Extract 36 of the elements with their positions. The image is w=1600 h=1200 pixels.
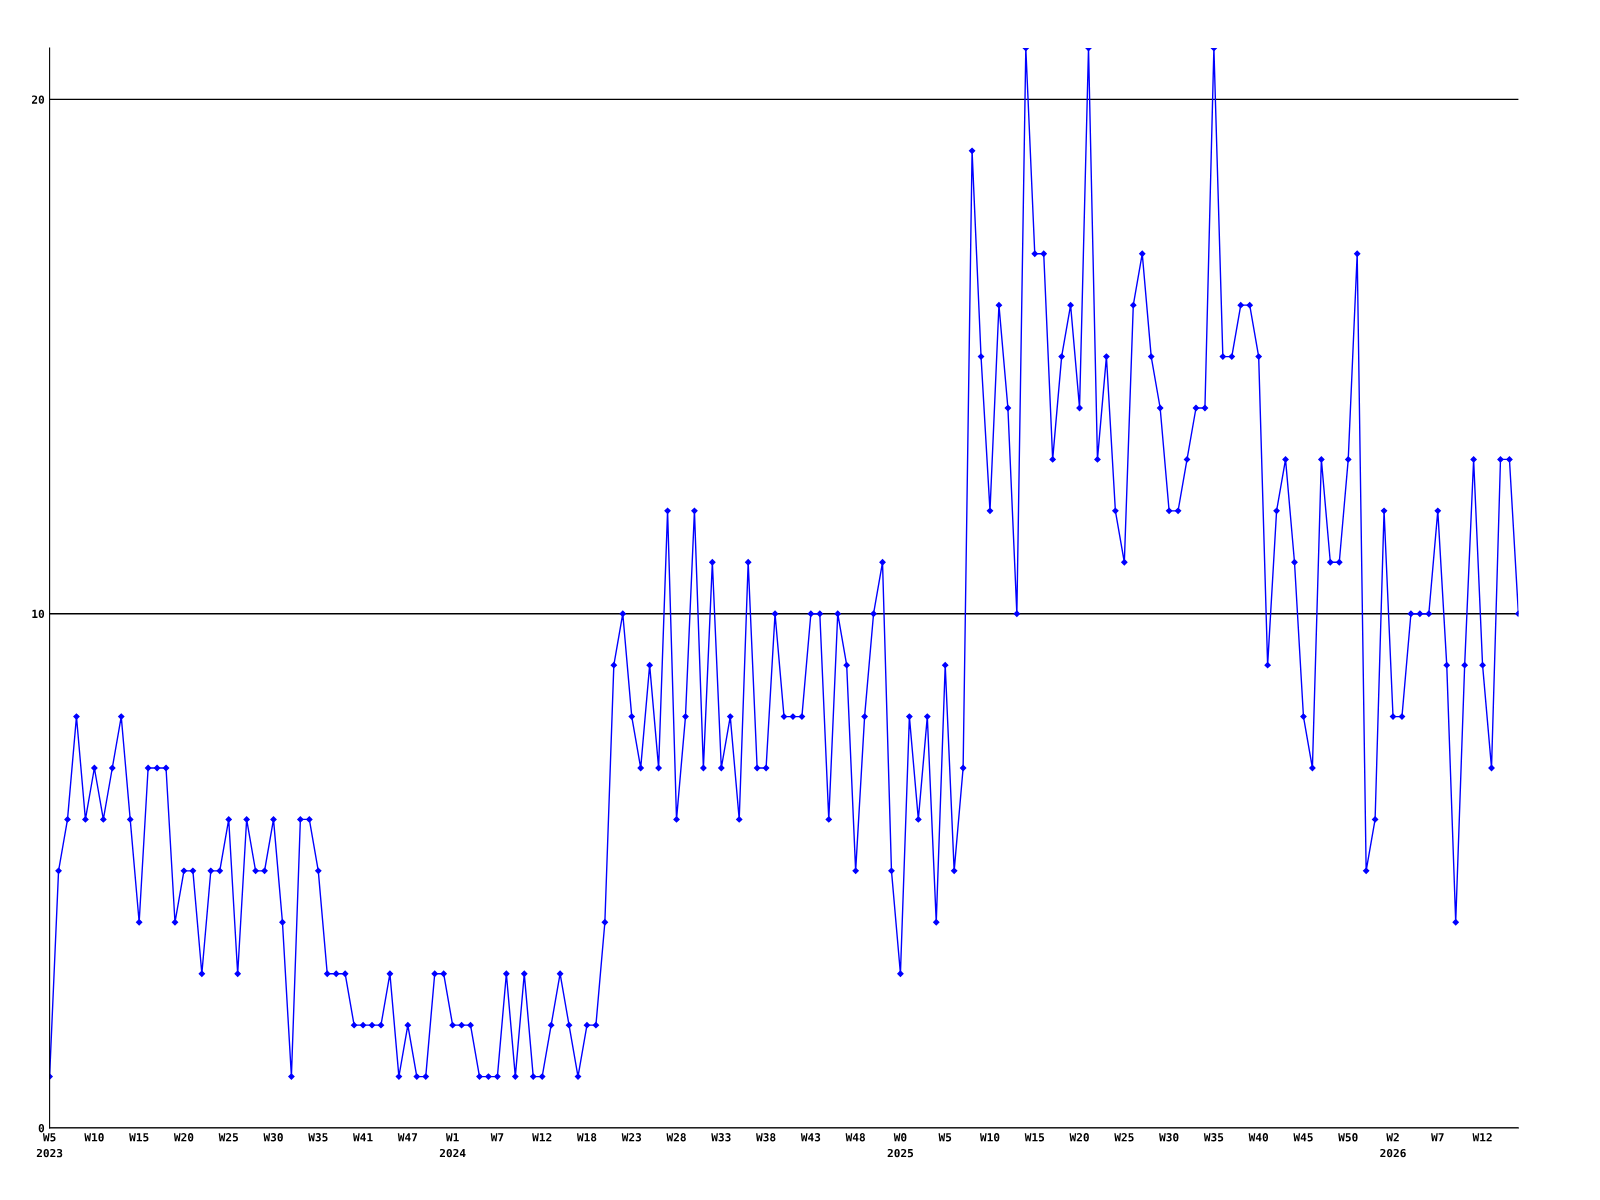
x-tick-label: W30 bbox=[1159, 1133, 1179, 1142]
x-tick-label: W47 bbox=[397, 1133, 418, 1142]
x-tick-label: W5 2023 bbox=[36, 1133, 63, 1158]
x-tick-label: W25 bbox=[218, 1133, 238, 1142]
x-tick-label: W10 bbox=[84, 1133, 104, 1142]
x-tick-label: W1 2024 bbox=[439, 1133, 466, 1158]
x-tick-label: W18 bbox=[576, 1133, 597, 1142]
x-tick-label: W7 bbox=[490, 1133, 504, 1142]
x-tick-label: W38 bbox=[756, 1133, 776, 1142]
x-tick-label: W12 bbox=[1472, 1133, 1492, 1142]
x-tick-label: W20 bbox=[173, 1133, 194, 1142]
x-tick-label: W41 bbox=[353, 1133, 373, 1142]
x-tick-label: W33 bbox=[711, 1133, 731, 1142]
x-tick-label: W23 bbox=[621, 1133, 642, 1142]
x-tick-label: W15 bbox=[129, 1133, 149, 1142]
x-tick-label: W10 bbox=[979, 1133, 1000, 1142]
x-tick-label: W50 bbox=[1338, 1133, 1358, 1142]
x-tick-label: W43 bbox=[800, 1133, 821, 1142]
x-tick-label: W30 bbox=[263, 1133, 283, 1142]
x-tick-label: W35 bbox=[308, 1133, 328, 1142]
x-tick-label: W12 bbox=[532, 1133, 552, 1142]
x-tick-label: W20 bbox=[1069, 1133, 1089, 1142]
x-tick-label: W15 bbox=[1024, 1133, 1045, 1142]
x-tick-label: W7 bbox=[1431, 1133, 1444, 1142]
x-tick-label: W48 bbox=[845, 1133, 865, 1142]
x-tick-label: W0 2025 bbox=[887, 1133, 914, 1158]
y-tick-label: 20 bbox=[31, 95, 45, 104]
x-tick-label: W40 bbox=[1248, 1133, 1269, 1142]
x-tick-label: W45 bbox=[1293, 1133, 1313, 1142]
x-tick-label: W2 2026 bbox=[1380, 1133, 1406, 1158]
y-tick-label: 10 bbox=[32, 609, 45, 619]
x-tick-label: W5 bbox=[938, 1133, 952, 1142]
x-tick-label: W35 bbox=[1203, 1133, 1224, 1142]
y-tick-label: 0 bbox=[38, 1123, 45, 1133]
x-tick-label: W28 bbox=[666, 1133, 686, 1142]
x-tick-label: W25 bbox=[1114, 1133, 1134, 1142]
